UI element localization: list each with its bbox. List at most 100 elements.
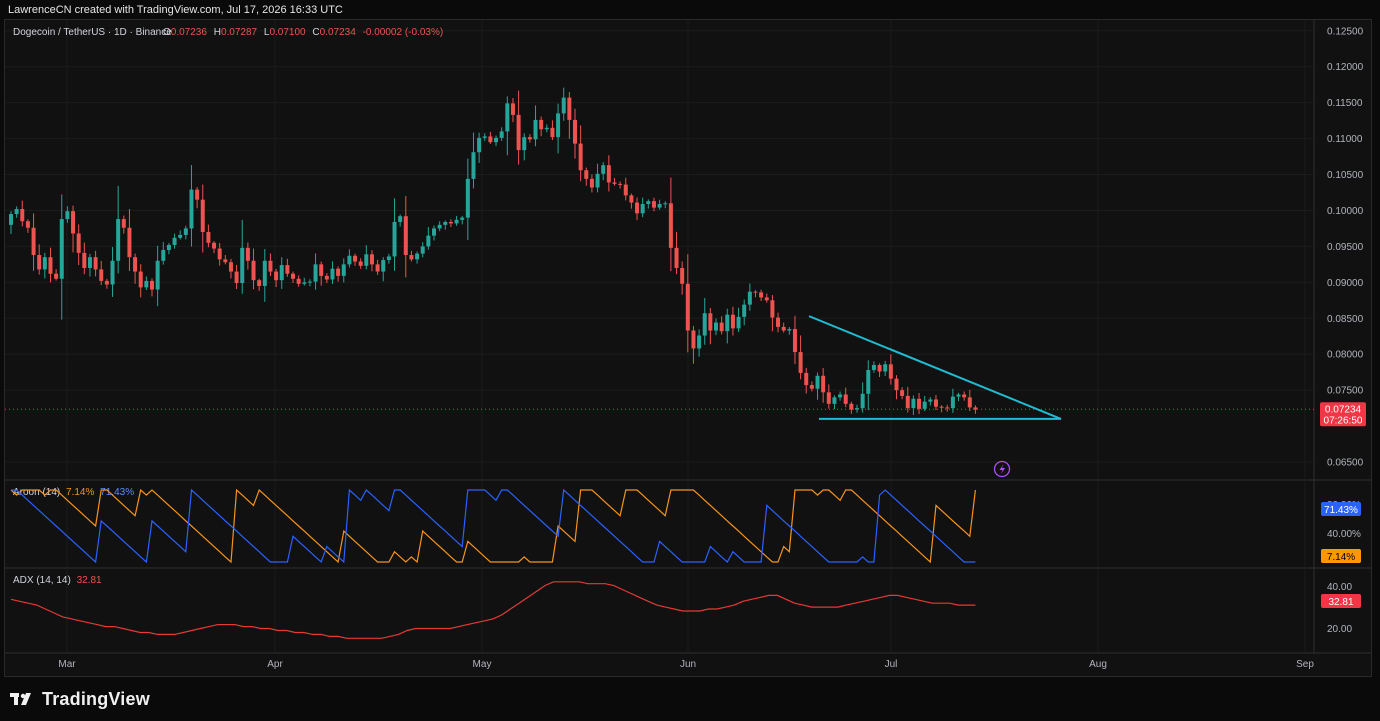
candle-body: [99, 269, 104, 281]
aroon-up-badge-bg: [1321, 502, 1361, 516]
candle-body: [595, 173, 600, 188]
candle-body: [714, 322, 718, 331]
candle-body: [37, 255, 42, 270]
candle-body: [347, 255, 352, 265]
candle-body: [657, 204, 662, 208]
candle-body: [409, 255, 414, 260]
tradingview-brand[interactable]: TradingView: [10, 688, 150, 710]
price-tick-label: 0.12500: [1327, 26, 1364, 37]
candle-body: [759, 292, 764, 298]
price-axis[interactable]: 0.12500 0.12000 0.11500 0.11000 0.10500 0.100…: [1327, 26, 1364, 468]
price-tick-label: 0.09000: [1327, 278, 1364, 289]
candle-body: [843, 394, 848, 404]
candle-body: [544, 127, 549, 130]
candle-body: [251, 260, 256, 281]
candle-body: [510, 103, 515, 115]
candle-body: [54, 273, 59, 279]
candle-body: [877, 365, 882, 372]
aroon-label: Aroon (14): [13, 487, 60, 498]
candle-body: [133, 257, 138, 272]
price-tick-label: 0.10500: [1327, 170, 1364, 181]
candle-body: [324, 275, 329, 280]
candle-body: [494, 137, 499, 143]
candle-body: [392, 221, 397, 257]
aroon-down-line: [10, 488, 976, 564]
candle-body: [849, 403, 854, 410]
candle-body: [42, 257, 47, 270]
chart-svg[interactable]: Dogecoin / TetherUS · 1D · Binance O0.07…: [5, 20, 1371, 676]
candle-body: [826, 392, 831, 404]
candle-body: [121, 219, 126, 228]
legend-c-label: C: [312, 27, 319, 38]
candle-body: [369, 254, 374, 265]
last-price-value: 0.07234: [1325, 404, 1362, 415]
price-tick-label: 0.10000: [1327, 206, 1364, 217]
candle-body: [302, 282, 307, 284]
candle-body: [319, 264, 324, 276]
adx-pane[interactable]: ADX (14, 14) 32.81 40.00 20.00 32.81: [10, 575, 1361, 639]
candle-body: [206, 232, 211, 243]
candle-body: [668, 203, 673, 248]
adx-tick-40: 40.00: [1327, 582, 1352, 593]
candle-body: [736, 316, 741, 329]
candle-body: [685, 283, 690, 331]
candle-body: [933, 399, 938, 407]
candle-body: [195, 189, 200, 200]
candle-body: [403, 216, 408, 256]
candle-body: [832, 397, 837, 404]
aroon-pane[interactable]: Aroon (14) 7.14% 71.43% 80.00% 40.00% 71…: [10, 487, 1361, 564]
candle-body: [268, 260, 273, 272]
candle-body: [640, 204, 645, 214]
candle-body: [606, 165, 611, 183]
candle-body: [573, 119, 577, 144]
chart-frame[interactable]: Dogecoin / TetherUS · 1D · Binance O0.07…: [4, 19, 1372, 677]
candle-body: [618, 183, 623, 185]
candle-body: [150, 280, 154, 290]
descending-trendline[interactable]: [808, 315, 1062, 420]
candle-body: [770, 300, 775, 318]
candle-body: [82, 252, 87, 268]
author-credit: LawrenceCN created with TradingView.com,…: [8, 4, 343, 16]
candle-body: [87, 257, 92, 268]
candle-body: [443, 221, 448, 225]
adx-badge: 32.81: [1328, 597, 1353, 608]
candle-body: [398, 216, 403, 222]
candle-body: [809, 385, 814, 389]
candle-body: [792, 329, 797, 353]
time-tick-label: Mar: [58, 659, 76, 670]
candle-body: [76, 233, 81, 253]
candle-body: [742, 304, 747, 317]
time-tick-label: Apr: [267, 659, 283, 670]
aroon-up-badge: 71.43%: [1324, 505, 1358, 516]
price-tick-label: 0.09500: [1327, 242, 1364, 253]
candle-body: [155, 260, 160, 290]
legend-symbol: Dogecoin / TetherUS · 1D · Binance: [13, 27, 172, 38]
candle-body: [138, 271, 143, 288]
time-axis[interactable]: Mar Apr May Jun Jul Aug Sep: [58, 659, 1314, 670]
price-tick-label: 0.08500: [1327, 314, 1364, 325]
last-price-badge: 0.07234 07:26:50: [1320, 402, 1366, 427]
candle-body: [533, 119, 538, 140]
candle-body: [651, 201, 656, 208]
candle-body: [313, 264, 318, 282]
candle-body: [14, 209, 19, 215]
candle-body: [702, 313, 707, 336]
candle-body: [764, 297, 769, 301]
aroon-down-value: 7.14%: [66, 487, 94, 498]
lightning-icon[interactable]: [993, 460, 1011, 478]
time-tick-label: May: [473, 659, 492, 670]
aroon-tick-40: 40.00%: [1327, 529, 1361, 540]
candle-body: [183, 228, 188, 235]
candle-body: [967, 397, 972, 408]
candle-body: [556, 113, 561, 138]
candle-body: [240, 247, 245, 284]
candle-body: [20, 209, 25, 222]
candle-body: [172, 237, 177, 245]
aroon-down-badge-bg: [1321, 549, 1361, 563]
candle-body: [358, 261, 363, 266]
candle-body: [217, 248, 222, 260]
candle-body: [262, 260, 267, 286]
candle-body: [426, 235, 431, 247]
candle-body: [488, 136, 493, 143]
time-tick-label: Jul: [885, 659, 898, 670]
